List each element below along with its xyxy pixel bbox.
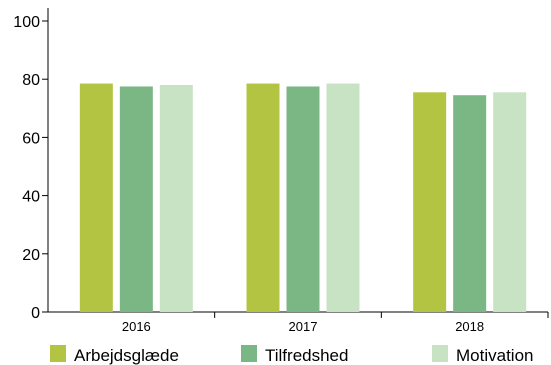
- legend-swatch-tilfredshed: [241, 345, 257, 362]
- x-ticks: 2016 2017 2018: [122, 312, 549, 334]
- x-tick-label: 2017: [289, 319, 318, 334]
- bars: [79, 83, 527, 313]
- y-tick-label: 60: [22, 130, 40, 147]
- x-tick-label: 2016: [122, 319, 151, 334]
- legend-swatch-arbejdsglæde: [50, 345, 66, 362]
- bar-arbejdsglæde-2016: [79, 83, 113, 312]
- legend: Arbejdsglæde Tilfredshed Motivation: [50, 345, 533, 365]
- bar-tilfredshed-2018: [453, 95, 487, 312]
- y-tick-label: 40: [22, 189, 40, 206]
- y-tick-label: 0: [31, 305, 40, 322]
- bar-tilfredshed-2017: [286, 86, 320, 312]
- y-tick-label: 100: [13, 14, 40, 31]
- bar-tilfredshed-2016: [119, 86, 153, 312]
- legend-label-arbejdsglæde: Arbejdsglæde: [74, 346, 179, 365]
- y-tick-label: 20: [22, 247, 40, 264]
- legend-label-motivation: Motivation: [456, 346, 533, 365]
- bar-motivation-2016: [159, 85, 193, 313]
- legend-label-tilfredshed: Tilfredshed: [265, 346, 348, 365]
- bar-motivation-2017: [326, 83, 360, 312]
- bar-arbejdsglæde-2017: [246, 83, 280, 312]
- legend-swatch-motivation: [432, 345, 448, 362]
- bar-arbejdsglæde-2018: [413, 92, 447, 312]
- x-tick-label: 2018: [455, 319, 484, 334]
- bar-motivation-2018: [493, 92, 527, 312]
- y-tick-label: 80: [22, 72, 40, 89]
- y-ticks: 0 20 40 60 80 100: [13, 14, 48, 322]
